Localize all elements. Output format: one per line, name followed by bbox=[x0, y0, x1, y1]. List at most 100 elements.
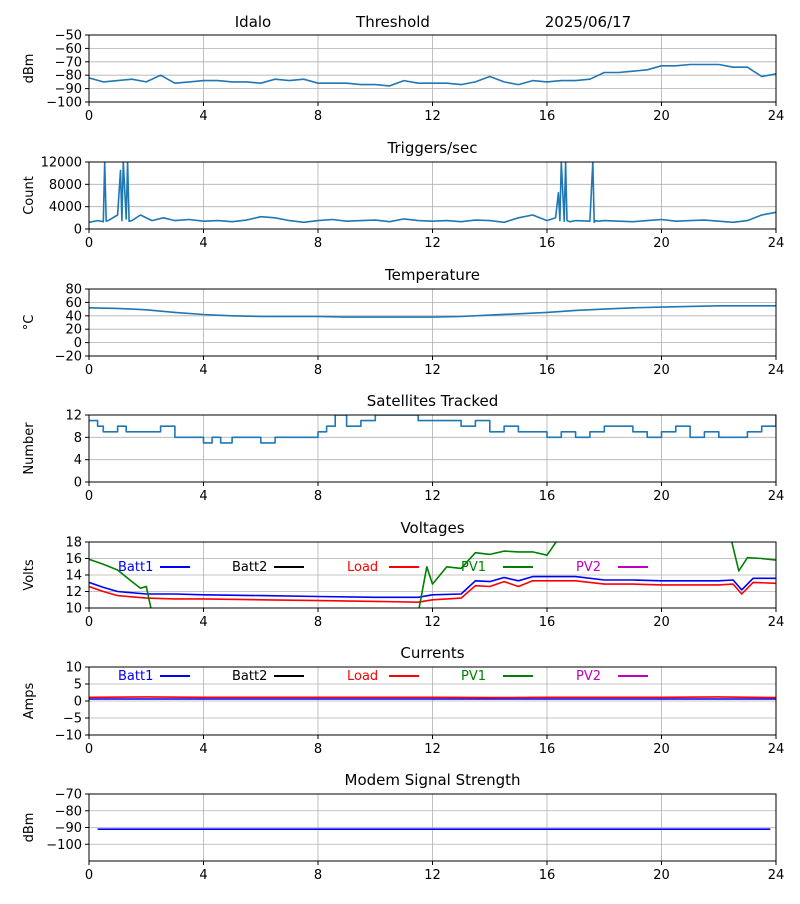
y-tick-label: 18 bbox=[65, 536, 82, 551]
header-label: Threshold bbox=[355, 13, 430, 31]
x-tick-label: 24 bbox=[768, 363, 785, 378]
x-tick-label: 0 bbox=[85, 742, 93, 757]
series-line-pv1 bbox=[730, 542, 776, 572]
series-line-pv1 bbox=[418, 542, 558, 608]
legend-label-pv1: PV1 bbox=[461, 669, 486, 684]
y-tick-label: −10 bbox=[55, 729, 82, 744]
chart-title: Currents bbox=[400, 644, 464, 662]
y-tick-label: 12 bbox=[65, 409, 82, 424]
x-tick-label: 20 bbox=[653, 236, 670, 251]
y-tick-label: 16 bbox=[65, 552, 82, 567]
y-tick-label: 10 bbox=[65, 602, 82, 617]
y-tick-label: −100 bbox=[46, 838, 82, 853]
y-tick-label: 0 bbox=[74, 476, 82, 491]
x-tick-label: 20 bbox=[653, 615, 670, 630]
chart-panel-3: 0 4 8 12 16 20 24 0 4 8 12 Satellites Tracked Number bbox=[22, 392, 784, 504]
x-tick-label: 4 bbox=[199, 615, 207, 630]
x-tick-label: 20 bbox=[653, 109, 670, 124]
x-tick-label: 0 bbox=[85, 109, 93, 124]
x-tick-label: 12 bbox=[424, 742, 441, 757]
chart-title: Modem Signal Strength bbox=[345, 771, 521, 789]
y-tick-label: −50 bbox=[55, 29, 82, 44]
y-axis-label: Amps bbox=[22, 682, 37, 719]
y-tick-label: −90 bbox=[55, 82, 82, 97]
legend-label-batt1: Batt1 bbox=[118, 669, 153, 684]
x-tick-label: 8 bbox=[314, 615, 322, 630]
x-tick-label: 24 bbox=[768, 489, 785, 504]
x-tick-label: 4 bbox=[199, 236, 207, 251]
x-tick-label: 24 bbox=[768, 868, 785, 883]
y-tick-label: 14 bbox=[65, 569, 82, 584]
x-tick-label: 0 bbox=[85, 615, 93, 630]
y-tick-label: 4000 bbox=[49, 200, 82, 215]
x-tick-label: 24 bbox=[768, 742, 785, 757]
y-tick-label: −5 bbox=[63, 712, 82, 727]
x-tick-label: 0 bbox=[85, 868, 93, 883]
y-axis-label: Number bbox=[22, 422, 37, 475]
y-axis-label: dBm bbox=[22, 54, 37, 84]
x-tick-label: 16 bbox=[539, 615, 556, 630]
y-tick-label: 20 bbox=[65, 323, 82, 338]
x-tick-label: 20 bbox=[653, 868, 670, 883]
x-tick-label: 16 bbox=[539, 868, 556, 883]
legend-label-load: Load bbox=[347, 669, 378, 684]
y-tick-label: 80 bbox=[65, 283, 82, 298]
legend-label-batt2: Batt2 bbox=[232, 560, 267, 575]
y-tick-label: −70 bbox=[55, 55, 82, 70]
y-tick-label: −60 bbox=[55, 42, 82, 57]
x-tick-label: 8 bbox=[314, 489, 322, 504]
y-axis-label: Volts bbox=[22, 559, 37, 591]
y-axis-label: Count bbox=[22, 176, 37, 215]
x-tick-label: 24 bbox=[768, 615, 785, 630]
x-tick-label: 4 bbox=[199, 868, 207, 883]
legend-label-pv1: PV1 bbox=[461, 560, 486, 575]
y-axis-label: dBm bbox=[22, 813, 37, 843]
y-tick-label: 60 bbox=[65, 296, 82, 311]
y-tick-label: 4 bbox=[74, 453, 82, 468]
y-axis-label: °C bbox=[22, 315, 37, 331]
x-tick-label: 12 bbox=[424, 489, 441, 504]
y-tick-label: −100 bbox=[46, 96, 82, 111]
x-tick-label: 20 bbox=[653, 363, 670, 378]
x-tick-label: 4 bbox=[199, 109, 207, 124]
x-tick-label: 12 bbox=[424, 363, 441, 378]
y-tick-label: 5 bbox=[74, 678, 82, 693]
chart-panel-6: 0 4 8 12 16 20 24 −100 −90 −80−70 Modem Signal Str… bbox=[22, 771, 784, 883]
header-station: Idalo bbox=[235, 13, 271, 31]
series-line-data bbox=[89, 415, 776, 444]
y-tick-label: 0 bbox=[74, 695, 82, 710]
series-line-data bbox=[89, 162, 776, 224]
x-tick-label: 16 bbox=[539, 236, 556, 251]
x-tick-label: 12 bbox=[424, 109, 441, 124]
chart-title: Temperature bbox=[384, 266, 480, 284]
x-tick-label: 0 bbox=[85, 236, 93, 251]
x-tick-label: 0 bbox=[85, 363, 93, 378]
x-tick-label: 12 bbox=[424, 236, 441, 251]
x-tick-label: 4 bbox=[199, 742, 207, 757]
x-tick-label: 4 bbox=[199, 363, 207, 378]
chart-panel-1: 0 4 8 12 16 20 24 0 4000 8000 12000 Triggers/sec Cou… bbox=[22, 139, 784, 251]
y-tick-label: −80 bbox=[55, 69, 82, 84]
y-tick-label: −80 bbox=[55, 804, 82, 819]
legend-label-pv2: PV2 bbox=[576, 669, 601, 684]
x-tick-label: 20 bbox=[653, 742, 670, 757]
y-tick-label: 8000 bbox=[49, 178, 82, 193]
x-tick-label: 8 bbox=[314, 742, 322, 757]
legend-label-pv2: PV2 bbox=[576, 560, 601, 575]
chart-title: Voltages bbox=[400, 519, 464, 537]
series-line-batt1 bbox=[89, 575, 776, 599]
y-tick-label: −90 bbox=[55, 821, 82, 836]
series-line-pv1 bbox=[89, 558, 152, 608]
series-line-data bbox=[89, 304, 776, 318]
y-tick-label: 0 bbox=[74, 336, 82, 351]
x-tick-label: 16 bbox=[539, 742, 556, 757]
x-tick-label: 24 bbox=[768, 109, 785, 124]
x-tick-label: 12 bbox=[424, 615, 441, 630]
y-tick-label: 8 bbox=[74, 431, 82, 446]
y-tick-label: 12 bbox=[65, 585, 82, 600]
